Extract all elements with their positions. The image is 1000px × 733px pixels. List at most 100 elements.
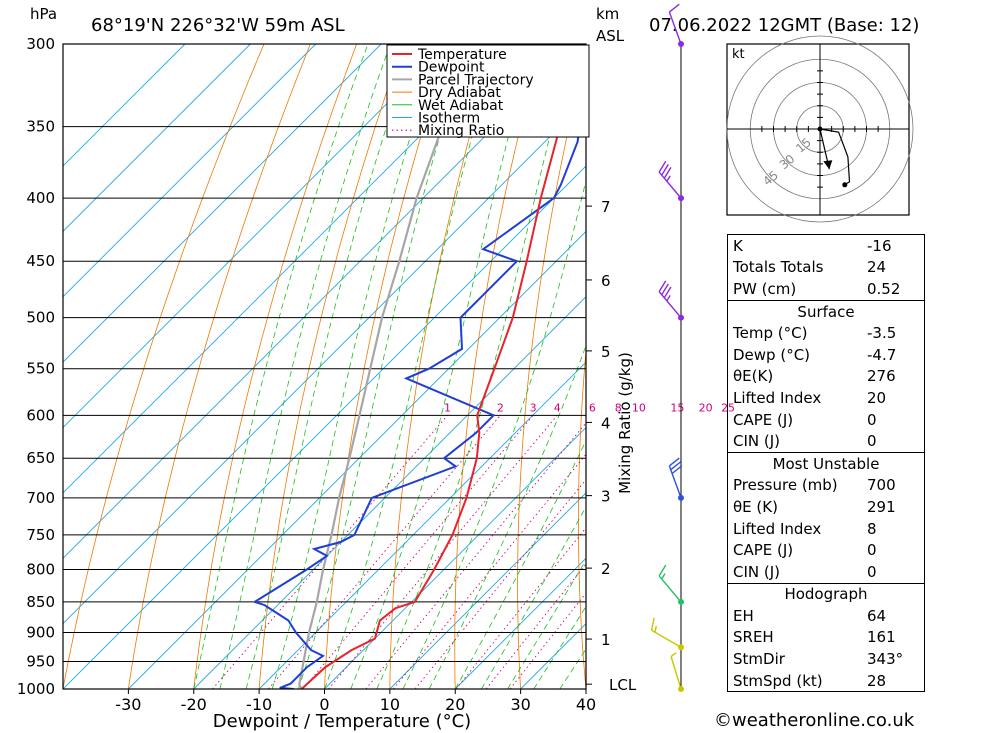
wind-barb-flag xyxy=(658,564,667,577)
index-value: 0 xyxy=(867,541,877,560)
pressure-tick-label: 650 xyxy=(26,449,55,467)
index-row: CIN (J) 0 xyxy=(728,561,925,583)
temperature-tick-label: 0 xyxy=(319,695,329,714)
index-label: Totals Totals xyxy=(733,258,824,277)
km-tick-label: 2 xyxy=(601,560,611,578)
km-axis-unit: km xyxy=(596,5,619,23)
mixing-ratio-label: 6 xyxy=(589,401,596,414)
x-axis-label: Dewpoint / Temperature (°C) xyxy=(213,711,471,732)
isotherm-line xyxy=(63,44,578,559)
wet-adiabat-line xyxy=(193,44,369,689)
wet-adiabat-line xyxy=(271,44,441,689)
isotherm-line xyxy=(454,557,586,689)
wind-barb-flag xyxy=(663,167,672,179)
index-value: 8 xyxy=(867,519,877,538)
dry-adiabat-line xyxy=(63,44,265,689)
wind-barb-dot xyxy=(678,314,684,321)
index-value: 0 xyxy=(867,410,877,429)
index-row: EH 64 xyxy=(728,605,925,627)
hodograph-end-dot xyxy=(842,182,848,188)
index-label: SREH xyxy=(733,628,774,647)
km-axis: 1 2 3 4 5 6 7 LCL xyxy=(585,44,637,694)
dry-adiabat-line xyxy=(193,44,357,689)
index-row: Dewp (°C) -4.7 xyxy=(728,344,925,366)
wind-barb-dot xyxy=(678,494,684,501)
wind-barb-flag xyxy=(666,175,671,182)
wind-barb-dot xyxy=(678,598,684,605)
hpa-axis-unit: hPa xyxy=(30,5,57,23)
index-label: PW (cm) xyxy=(733,279,797,298)
wind-barb-flag xyxy=(661,573,666,580)
mixing-ratio-line xyxy=(365,422,586,689)
wind-barb-staff xyxy=(651,629,682,648)
km-tick-label: LCL xyxy=(609,676,637,694)
index-row: Lifted Index 20 xyxy=(728,387,925,409)
wind-barb xyxy=(658,280,684,321)
index-value: -4.7 xyxy=(867,345,897,364)
wind-barb xyxy=(670,652,684,692)
mixing-ratio-label: 25 xyxy=(721,401,735,414)
wind-barb-dot xyxy=(678,41,684,47)
index-section-title: Most Unstable xyxy=(727,451,925,475)
temperature-line xyxy=(300,52,586,689)
temperature-tick-label: 30 xyxy=(510,695,530,714)
datetime-title: 07.06.2022 12GMT (Base: 12) xyxy=(649,15,919,36)
isotherm-line xyxy=(63,44,186,167)
index-row: θE(K) 276 xyxy=(728,366,925,388)
pressure-tick-label: 500 xyxy=(26,309,55,327)
index-section-title: Hodograph xyxy=(727,582,925,606)
index-row: PW (cm) 0.52 xyxy=(728,278,925,300)
temperature-tick-label: -20 xyxy=(181,695,207,714)
index-label: StmSpd (kt) xyxy=(733,671,823,690)
pressure-tick-label: 750 xyxy=(26,526,55,544)
wind-barb-flag xyxy=(658,160,667,173)
wet-adiabat-line xyxy=(219,44,391,689)
legend-entry: Dewpoint xyxy=(418,60,485,76)
km-tick-label: 6 xyxy=(601,272,611,290)
legend-box xyxy=(386,44,590,138)
pressure-tick-labels: 300 350 400 450 500 550 600 650 700 750 800 850 900 9… xyxy=(17,35,55,698)
index-row: K -16 xyxy=(728,235,925,257)
pressure-tick-label: 300 xyxy=(26,35,55,53)
index-row: Lifted Index 8 xyxy=(728,518,925,540)
dry-adiabat-line xyxy=(454,44,543,689)
index-value: 28 xyxy=(867,671,887,690)
isotherm-line xyxy=(63,99,586,625)
km-tick-label: 5 xyxy=(601,343,611,361)
index-row: Totals Totals 24 xyxy=(728,257,925,279)
wind-barb xyxy=(668,3,684,47)
wind-barb-staff xyxy=(658,291,682,319)
index-value: 20 xyxy=(867,388,887,407)
wind-barb xyxy=(668,457,684,501)
wet-adiabat-line xyxy=(402,178,586,689)
wind-barb-staff xyxy=(668,11,682,45)
pressure-tick-label: 700 xyxy=(26,489,55,507)
wet-adiabat-line xyxy=(245,44,415,689)
legend-entry: Mixing Ratio xyxy=(418,123,504,139)
wind-barb-dot xyxy=(678,686,684,692)
isotherm-line xyxy=(128,230,586,689)
mixing-ratio-label: 10 xyxy=(632,401,646,414)
km-tick-label: 1 xyxy=(601,631,611,649)
pressure-tick-label: 900 xyxy=(26,624,55,642)
wind-barb xyxy=(658,564,684,605)
wind-barb-flag xyxy=(668,457,680,467)
wet-adiabat-line xyxy=(350,44,535,689)
wind-barb-flag xyxy=(650,617,655,631)
isotherm-line xyxy=(63,44,251,233)
mixing-ratio-label: 4 xyxy=(554,401,561,414)
index-value: -3.5 xyxy=(867,324,897,343)
pressure-tick-label: 450 xyxy=(26,252,55,270)
location-title: 68°19'N 226°32'W 59m ASL xyxy=(91,15,345,36)
wind-barb-flag xyxy=(658,280,667,292)
index-value: 64 xyxy=(867,606,887,625)
index-row: CAPE (J) 0 xyxy=(728,409,925,431)
temperature-tick-label: -30 xyxy=(115,695,141,714)
wind-barbs xyxy=(650,3,684,692)
isotherm-line xyxy=(63,44,513,494)
index-section-header: Surface xyxy=(727,299,925,323)
dry-adiabat-line xyxy=(637,44,681,689)
index-row: StmSpd (kt) 28 xyxy=(728,670,925,692)
legend-entry: Dry Adiabat xyxy=(418,85,501,101)
wind-barb-flag xyxy=(666,295,671,302)
